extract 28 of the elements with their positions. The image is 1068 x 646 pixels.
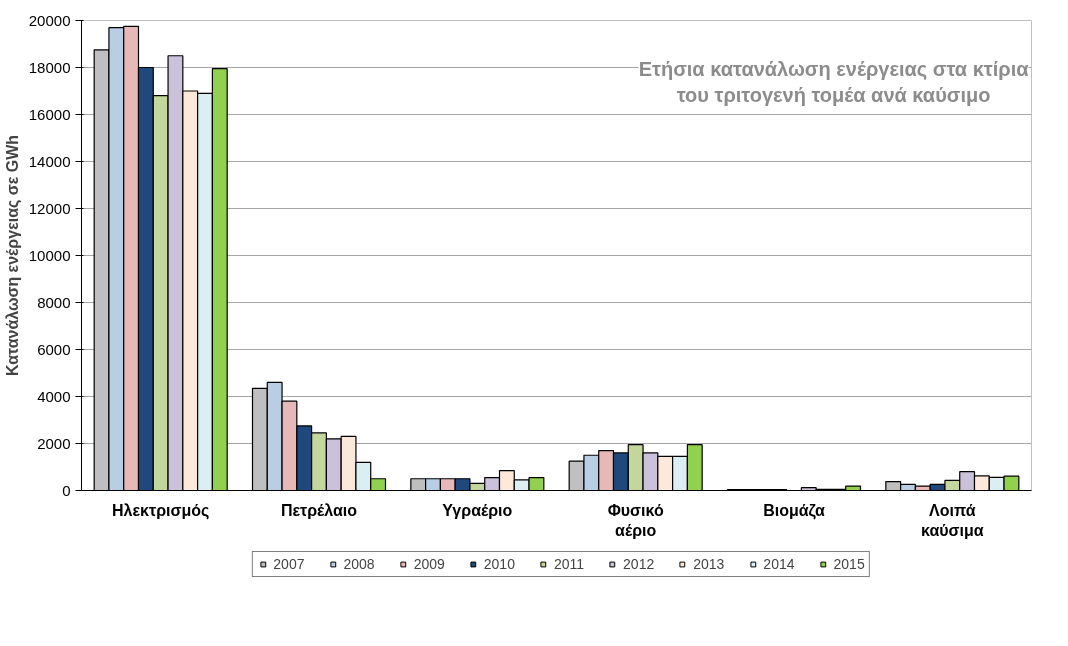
legend-label: 2014	[763, 556, 795, 572]
y-tick-label: 14000	[28, 152, 71, 170]
y-tick-label: 12000	[28, 199, 71, 217]
x-tick-label: Υγραέριο	[442, 501, 513, 519]
x-tick-label: Φυσικό αέριο	[607, 501, 664, 539]
y-tick-label: 0	[62, 481, 71, 499]
x-tick-label: Λοιπά καύσιμα	[921, 501, 984, 539]
legend-label: 2013	[693, 556, 725, 572]
x-tick-label: Πετρέλαιο	[280, 501, 358, 519]
legend-label: 2009	[413, 556, 445, 572]
legend-label: 2011	[553, 556, 585, 572]
legend-label: 2015	[833, 556, 865, 572]
y-tick-label: 4000	[37, 387, 71, 405]
y-tick-label: 18000	[28, 58, 71, 76]
legend-label: 2012	[623, 556, 655, 572]
y-tick-label: 20000	[28, 11, 71, 29]
y-tick-label: 16000	[28, 105, 71, 123]
y-tick-label: 8000	[37, 293, 71, 311]
x-tick-label: Βιομάζα	[763, 501, 826, 520]
y-tick-label: 2000	[37, 434, 71, 452]
text: Ετήσια κατανάλωση ενέργειας στα κτίρια του τριτογενή τομέα ανά καύσιμο	[638, 58, 1030, 107]
y-tick-label: 6000	[37, 340, 71, 358]
legend-label: 2008	[343, 556, 375, 572]
x-tick-label: Ηλεκτρισμός	[112, 501, 210, 520]
y-axis-title: Κατανάλωση ενέργειας σε GWh	[3, 134, 22, 377]
legend-label: 2010	[483, 556, 515, 572]
legend-label: 2007	[273, 556, 305, 572]
y-tick-label: 10000	[28, 246, 71, 264]
